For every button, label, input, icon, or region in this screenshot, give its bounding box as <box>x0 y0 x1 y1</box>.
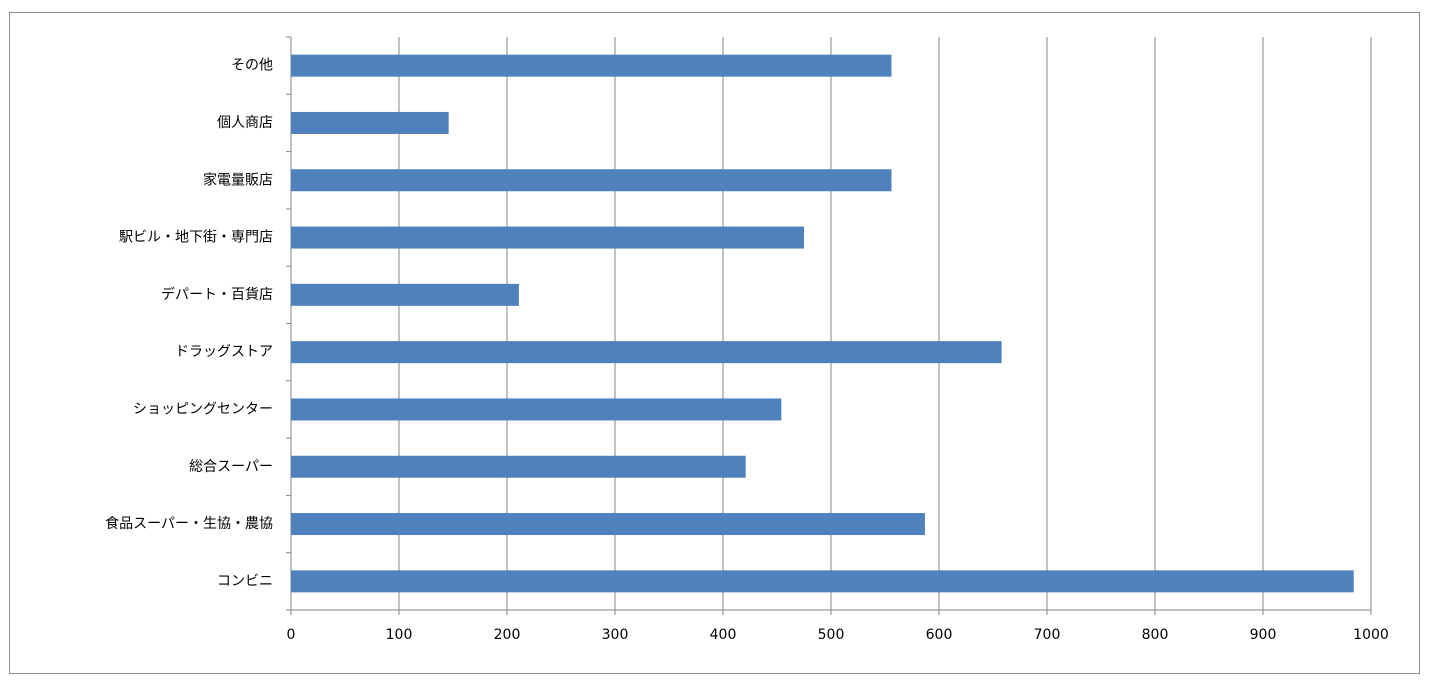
x-tick-label: 700 <box>1034 627 1061 643</box>
bar <box>291 226 804 249</box>
y-tick-label: 家電量販店 <box>203 171 273 188</box>
bar <box>291 513 925 536</box>
y-tick-label: その他 <box>231 58 273 74</box>
y-tick-label: 個人商店 <box>217 115 273 131</box>
x-tick-label: 400 <box>710 627 737 643</box>
bar <box>291 283 519 306</box>
bar <box>291 341 1002 364</box>
bar <box>291 111 449 134</box>
x-tick-label: 300 <box>602 627 629 643</box>
x-tick-label: 900 <box>1250 627 1277 643</box>
y-tick-label: 総合スーパー <box>189 459 273 475</box>
y-tick-label: ショッピングセンター <box>133 401 273 417</box>
x-tick-label: 200 <box>494 627 521 643</box>
y-tick-label: デパート・百貨店 <box>161 286 273 303</box>
bar <box>291 398 782 421</box>
bar <box>291 54 892 77</box>
x-tick-label: 100 <box>386 627 413 643</box>
y-tick-label: コンビニ <box>217 573 273 589</box>
y-tick-label: 食品スーパー・生協・農協 <box>105 515 273 532</box>
x-tick-label: 500 <box>818 627 845 643</box>
x-tick-label: 1000 <box>1353 627 1389 643</box>
y-tick-label: ドラッグストア <box>175 344 273 360</box>
x-tick-label: 600 <box>926 627 953 643</box>
bar <box>291 570 1354 593</box>
bar <box>291 169 892 192</box>
bar <box>291 455 746 478</box>
x-tick-label: 0 <box>287 627 296 643</box>
x-tick-label: 800 <box>1142 627 1169 643</box>
y-tick-label: 駅ビル・地下街・専門店 <box>119 230 273 246</box>
